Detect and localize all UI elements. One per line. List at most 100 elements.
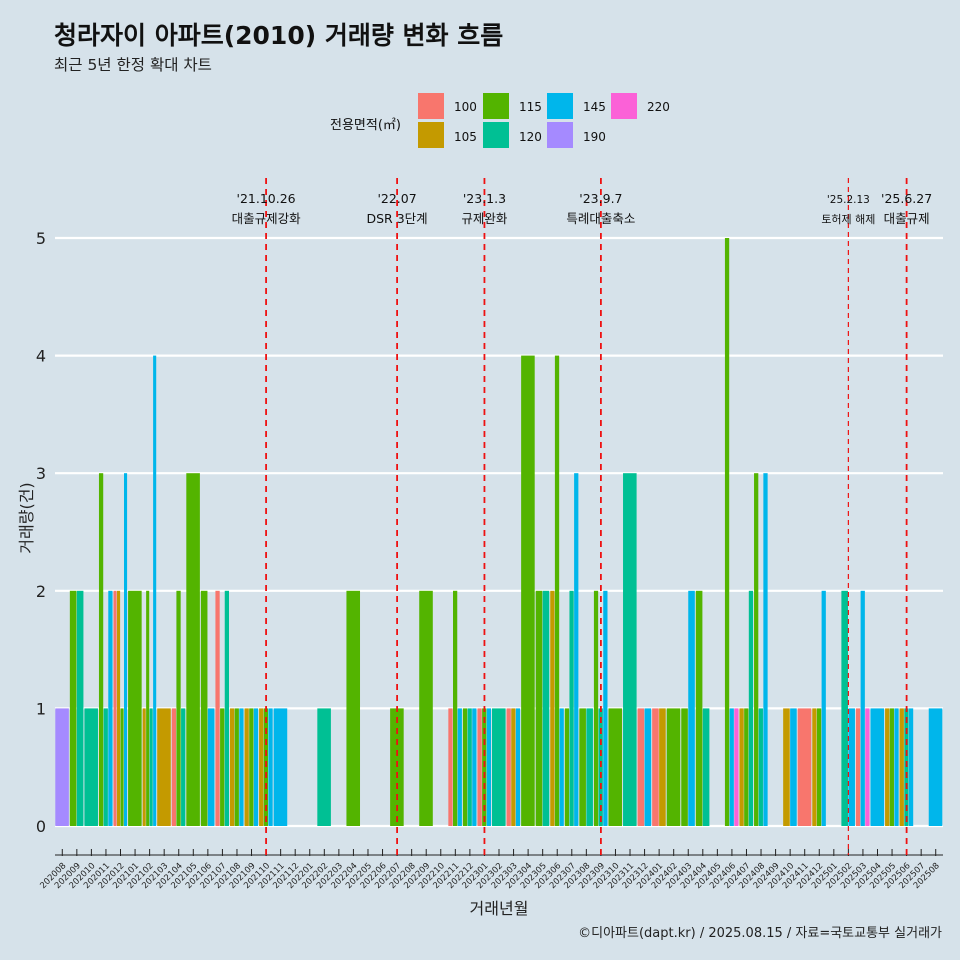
annotation-date: '25.2.13: [827, 194, 870, 206]
bar-202407-115: [744, 708, 749, 826]
bar-202303-100: [506, 708, 511, 826]
bar-202101-115: [128, 590, 142, 826]
y-tick-label: 1: [36, 699, 46, 718]
bar-202404-120: [702, 708, 710, 826]
bar-202306-115: [554, 355, 560, 826]
bar-202012-115: [120, 708, 124, 826]
bar-202401-105: [659, 708, 666, 826]
bar-202412-105: [812, 708, 817, 826]
bar-202412-115: [816, 708, 822, 826]
bar-202204-115: [346, 590, 361, 826]
caption: ©디아파트(dapt.kr) / 2025.08.15 / 자료=국토교통부 실…: [578, 926, 942, 941]
bar-202307-145: [574, 473, 579, 826]
legend-key-220: [611, 93, 637, 119]
annotation-date: '22.07: [377, 191, 416, 206]
bar-202107-100: [215, 590, 220, 826]
legend-key-190: [547, 122, 573, 148]
bar-202012-145: [124, 473, 128, 826]
bar-202211-115: [452, 590, 458, 826]
bar-202011-145: [108, 590, 113, 826]
bar-202107-115: [220, 708, 225, 826]
bar-202010-120: [84, 708, 98, 826]
bar-202211-145: [457, 708, 462, 826]
bar-202104-120: [181, 708, 186, 826]
bar-202502-120: [841, 590, 848, 826]
annotation-label: 토허제 해제: [821, 212, 875, 226]
legend-key-115: [483, 93, 509, 119]
bar-202312-145: [644, 708, 652, 826]
bar-202303-105: [511, 708, 516, 826]
bar-202401-100: [652, 708, 659, 826]
bar-202111-145: [273, 708, 288, 826]
bar-202105-115: [186, 473, 200, 826]
annotation-label: 규제완화: [461, 211, 508, 226]
bar-202301-115: [482, 708, 487, 826]
bar-202309-145: [603, 590, 608, 826]
bar-202104-115: [176, 590, 181, 826]
y-tick-label: 5: [36, 229, 46, 248]
legend-title: 전용면적(㎡): [330, 118, 401, 133]
bar-202108-105: [229, 708, 235, 826]
bar-202506-120: [904, 708, 909, 826]
bar-202306-145: [559, 708, 564, 826]
legend-key-100: [418, 93, 444, 119]
bar-202505-145: [894, 708, 899, 826]
bar-202505-105: [885, 708, 890, 826]
annotation-label: 대출규제강화: [232, 211, 302, 226]
bar-202302-120: [492, 708, 506, 826]
bar-202301-100: [477, 708, 482, 826]
bar-202209-115: [419, 590, 433, 826]
bar-202109-105: [244, 708, 249, 826]
annotation-date: '23.9.7: [579, 191, 622, 206]
bar-202305-120: [542, 590, 550, 826]
annotation-label: 특례대출축소: [566, 211, 635, 226]
bar-202305-115: [535, 590, 543, 826]
bar-202106-115: [200, 590, 208, 826]
bar-202503-145: [860, 590, 865, 826]
bar-202009-115: [69, 590, 77, 826]
legend-key-120: [483, 122, 509, 148]
bar-202109-115: [249, 708, 254, 826]
bar-202402-115: [666, 708, 681, 826]
bar-202505-115: [889, 708, 894, 826]
legend-label-145: 145: [583, 100, 606, 114]
bar-202309-115: [593, 590, 599, 826]
bar-202211-100: [448, 708, 453, 826]
bar-202406-220: [734, 708, 739, 826]
bar-202308-115: [579, 708, 586, 826]
legend-key-145: [547, 93, 573, 119]
bar-202309-120: [598, 708, 603, 826]
bar-202412-145: [821, 590, 826, 826]
bar-202403-145: [688, 590, 695, 826]
annotation-date: '21.10.26: [237, 191, 296, 206]
bar-202109-145: [253, 708, 259, 826]
bar-202404-115: [695, 590, 703, 826]
y-tick-label: 4: [36, 347, 46, 366]
legend-label-100: 100: [454, 100, 477, 114]
bar-202009-120: [76, 590, 84, 826]
bar-202108-145: [239, 708, 244, 826]
bar-202306-105: [550, 590, 555, 826]
bar-202102-105: [142, 708, 146, 826]
y-tick-label: 0: [36, 817, 46, 836]
annotation-date: '25.6.27: [881, 191, 932, 206]
bar-202407-105: [739, 708, 744, 826]
bar-202102-120: [149, 708, 153, 826]
bar-202102-115: [146, 590, 150, 826]
bar-202303-145: [515, 708, 521, 826]
bar-202408-145: [763, 473, 768, 826]
bar-202503-100: [855, 708, 861, 826]
bar-202410-145: [790, 708, 797, 826]
bar-202012-105: [117, 590, 121, 826]
chart-subtitle: 최근 5년 한정 확대 차트: [54, 56, 212, 74]
bar-202506-145: [908, 708, 914, 826]
bar-202407-120: [748, 590, 754, 826]
legend-label-115: 115: [519, 100, 542, 114]
bar-202008-190: [55, 708, 69, 826]
bar-202311-120: [623, 473, 637, 826]
legend-label-105: 105: [454, 130, 477, 144]
bar-202406-115: [724, 238, 730, 826]
bar-202110-145: [268, 708, 273, 826]
bar-202406-145: [729, 708, 734, 826]
